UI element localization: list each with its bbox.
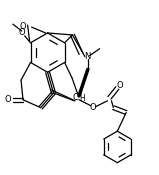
Text: O: O — [90, 103, 96, 112]
Text: O: O — [19, 22, 26, 31]
Text: N: N — [84, 52, 90, 61]
Text: O: O — [117, 80, 124, 90]
Text: O: O — [5, 95, 12, 104]
Text: H: H — [79, 94, 85, 103]
Text: C: C — [72, 93, 78, 102]
Text: O: O — [18, 29, 25, 37]
